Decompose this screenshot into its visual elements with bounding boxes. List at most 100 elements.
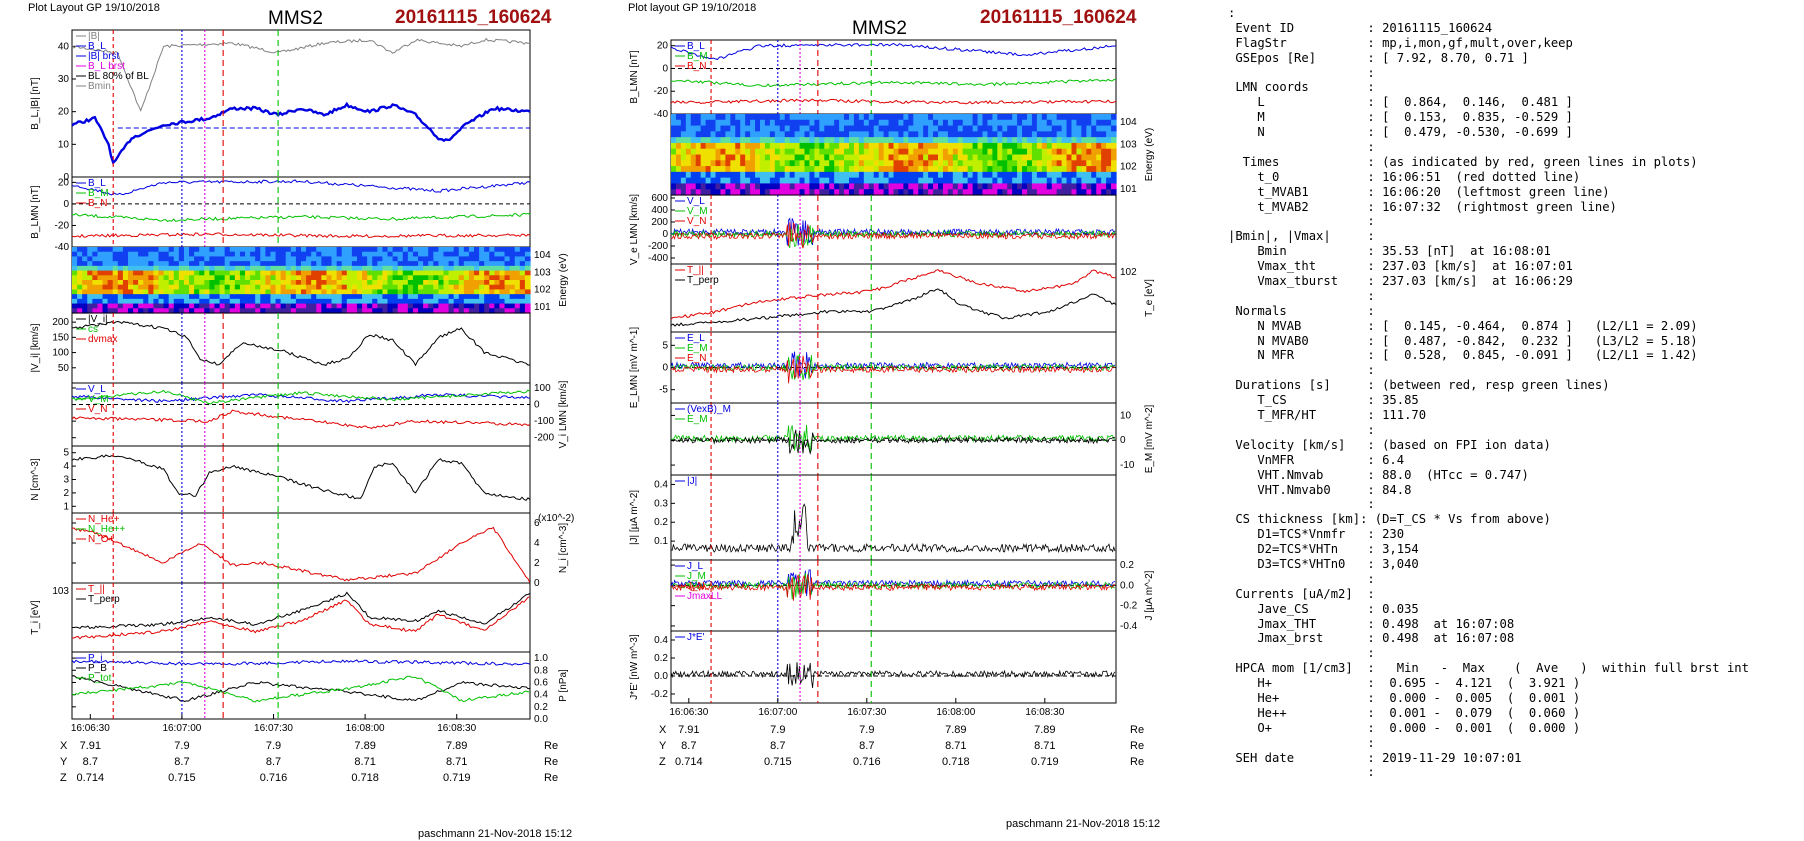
heatmap-cell: [138, 294, 144, 300]
heatmap-cell: [82, 265, 88, 272]
heatmap-cell: [873, 148, 880, 156]
heatmap-cell: [957, 137, 964, 144]
heatmap-cell: [362, 308, 368, 314]
heatmap-cell: [1002, 154, 1008, 161]
heatmap-cell: [265, 251, 272, 258]
heatmap-cell: [700, 125, 707, 132]
heatmap-cell: [933, 148, 939, 156]
heatmap-cell: [214, 251, 221, 258]
legend-label: J_L: [687, 561, 704, 572]
heatmap-cell: [356, 270, 363, 276]
heatmap-cell: [992, 171, 998, 179]
heatmap-cell: [1091, 160, 1097, 167]
series-line: [71, 675, 531, 703]
series-line: [72, 320, 531, 367]
heatmap-cell: [947, 131, 954, 138]
heatmap-cell: [883, 114, 890, 121]
heatmap-cell: [690, 142, 697, 150]
heatmap-cell: [117, 251, 124, 258]
event-info-text: : Event ID : 20161115_160624 FlagStr : m…: [1228, 6, 1749, 780]
heatmap-cell: [362, 280, 368, 286]
heatmap-cell: [671, 125, 677, 132]
heatmap-cell: [224, 270, 231, 276]
heatmap-cell: [260, 289, 266, 295]
heatmap-cell: [183, 256, 190, 262]
heatmap-cell: [117, 256, 124, 262]
heatmap-cell: [987, 177, 993, 185]
heatmap-cell: [199, 294, 205, 300]
heatmap-cell: [463, 289, 470, 295]
heatmap-cell: [1111, 142, 1117, 150]
heatmap-cell: [1061, 125, 1068, 132]
series-line: [670, 569, 1116, 596]
heatmap-cell: [92, 298, 99, 305]
heatmap-cell: [133, 280, 139, 286]
heatmap-cell: [479, 303, 485, 309]
heatmap-cell: [107, 280, 114, 286]
heatmap-cell: [1056, 119, 1063, 127]
heatmap-cell: [1106, 160, 1112, 167]
heatmap-cell: [418, 294, 424, 300]
heatmap-cell: [1051, 148, 1058, 156]
heatmap-cell: [849, 171, 855, 179]
heatmap-cell: [858, 183, 865, 190]
heatmap-cell: [705, 183, 712, 190]
coord-value: 0.715: [764, 756, 792, 768]
heatmap-cell: [824, 125, 830, 132]
heatmap-cell: [918, 177, 924, 185]
heatmap-cell: [977, 142, 984, 150]
heatmap-cell: [844, 189, 850, 196]
heatmap-cell: [122, 284, 129, 291]
heatmap-cell: [710, 137, 717, 144]
heatmap-cell: [362, 289, 368, 295]
heatmap-cell: [853, 137, 860, 144]
heatmap-cell: [122, 261, 129, 267]
heatmap-cell: [725, 177, 731, 185]
heatmap-cell: [952, 148, 959, 156]
heatmap-cell: [301, 251, 307, 258]
coord-value: 0.719: [443, 772, 471, 784]
heatmap-cell: [769, 177, 776, 185]
heatmap-cell: [1096, 131, 1102, 138]
heatmap-cell: [779, 114, 786, 121]
heatmap-cell: [923, 148, 929, 156]
heatmap-cell: [829, 131, 835, 138]
heatmap-cell: [947, 137, 954, 144]
heatmap-cell: [1041, 154, 1048, 161]
heatmap-cell: [824, 131, 830, 138]
heatmap-cell: [863, 166, 870, 173]
heatmap-cell: [858, 119, 865, 127]
heatmap-cell: [433, 251, 439, 258]
heatmap-cell: [239, 298, 246, 305]
heatmap-cell: [1111, 177, 1117, 185]
heatmap-cell: [824, 154, 830, 161]
heatmap-cell: [952, 142, 959, 150]
heatmap-cell: [794, 131, 801, 138]
heatmap-cell: [853, 183, 860, 190]
y-tick-label: -20: [55, 220, 70, 231]
heatmap-cell: [987, 131, 993, 138]
heatmap-cell: [306, 251, 312, 258]
heatmap-cell: [789, 148, 796, 156]
heatmap-cell: [397, 294, 404, 300]
heatmap-cell: [849, 183, 855, 190]
info-line: H+ : 0.695 - 4.121 ( 3.921 ): [1228, 676, 1581, 691]
x-tick-label: 16:07:30: [254, 723, 293, 734]
heatmap-cell: [1086, 183, 1092, 190]
heatmap-cell: [962, 166, 969, 173]
heatmap-cell: [224, 265, 231, 272]
heatmap-cell: [903, 154, 909, 161]
coord-row-label: X: [659, 724, 667, 736]
heatmap-cell: [92, 294, 99, 300]
heatmap-cell: [260, 270, 266, 276]
heatmap-cell: [474, 280, 480, 286]
heatmap-cell: [433, 256, 439, 262]
panel-frame: [670, 630, 1117, 704]
heatmap-cell: [316, 308, 322, 314]
heatmap-cell: [468, 265, 475, 272]
heatmap-cell: [1066, 125, 1073, 132]
heatmap-cell: [720, 142, 726, 150]
heatmap-cell: [700, 166, 707, 173]
heatmap-cell: [982, 142, 989, 150]
heatmap-cell: [1061, 142, 1068, 150]
